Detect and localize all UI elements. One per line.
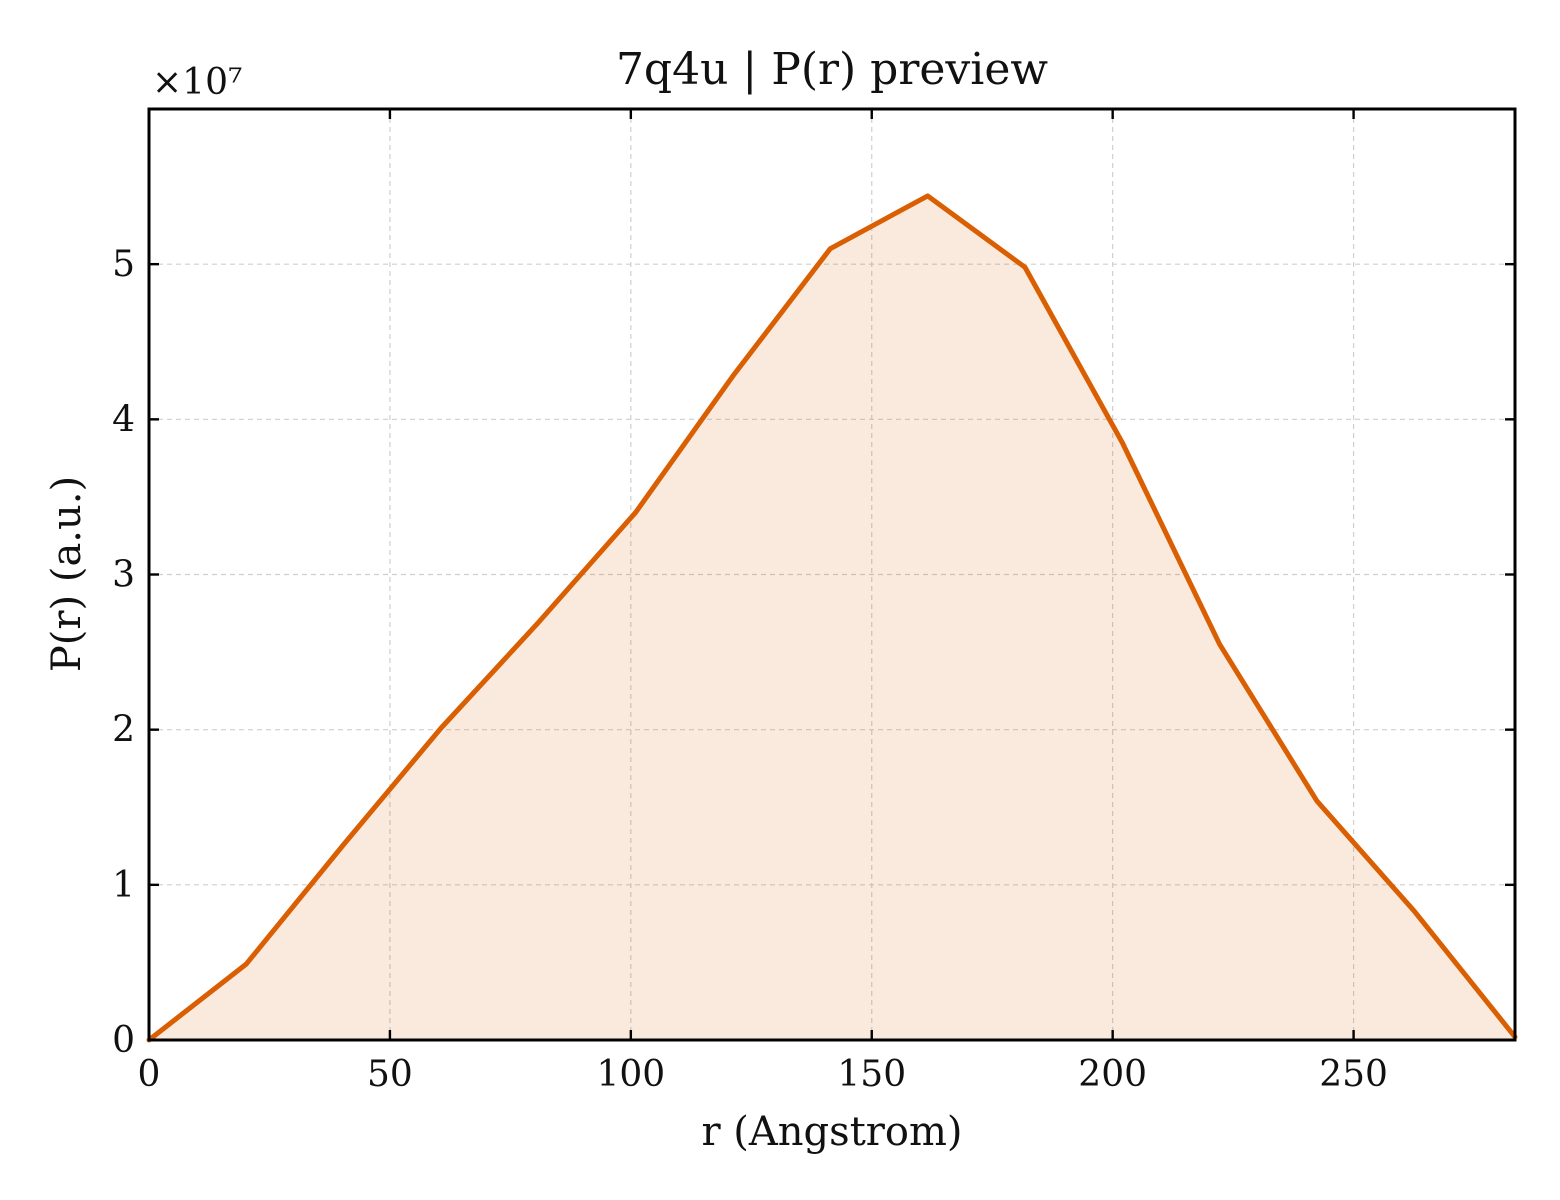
y-tick-label: 5	[112, 244, 135, 285]
tick-labels: 0 50 100 150 200 250 0 1 2 3 4 5	[112, 244, 1388, 1095]
x-tick-label: 250	[1319, 1054, 1388, 1095]
x-tick-label: 200	[1078, 1054, 1147, 1095]
y-tick-label: 4	[112, 399, 135, 440]
y-tick-label: 1	[112, 865, 135, 906]
y-offset-label: ×10⁷	[152, 62, 242, 103]
y-tick-label: 3	[112, 555, 135, 596]
x-tick-label: 0	[138, 1054, 161, 1095]
line-layer	[146, 193, 1518, 1043]
chart-title: 7q4u | P(r) preview	[616, 44, 1048, 95]
tick-marks	[147, 109, 1515, 1042]
series-line	[146, 193, 1518, 1043]
y-tick-label: 0	[112, 1020, 135, 1061]
x-tick-label: 150	[837, 1054, 906, 1095]
y-tick-label: 2	[112, 710, 135, 751]
series-area-fill	[149, 195, 1515, 1040]
grid-lines	[149, 109, 1515, 1040]
x-tick-label: 50	[367, 1054, 413, 1095]
area-layer	[149, 195, 1515, 1040]
x-tick-label: 100	[596, 1054, 665, 1095]
x-axis-label: r (Angstrom)	[701, 1109, 962, 1155]
plot-frame	[147, 107, 1517, 1042]
y-axis-label: P(r) (a.u.)	[44, 476, 90, 672]
